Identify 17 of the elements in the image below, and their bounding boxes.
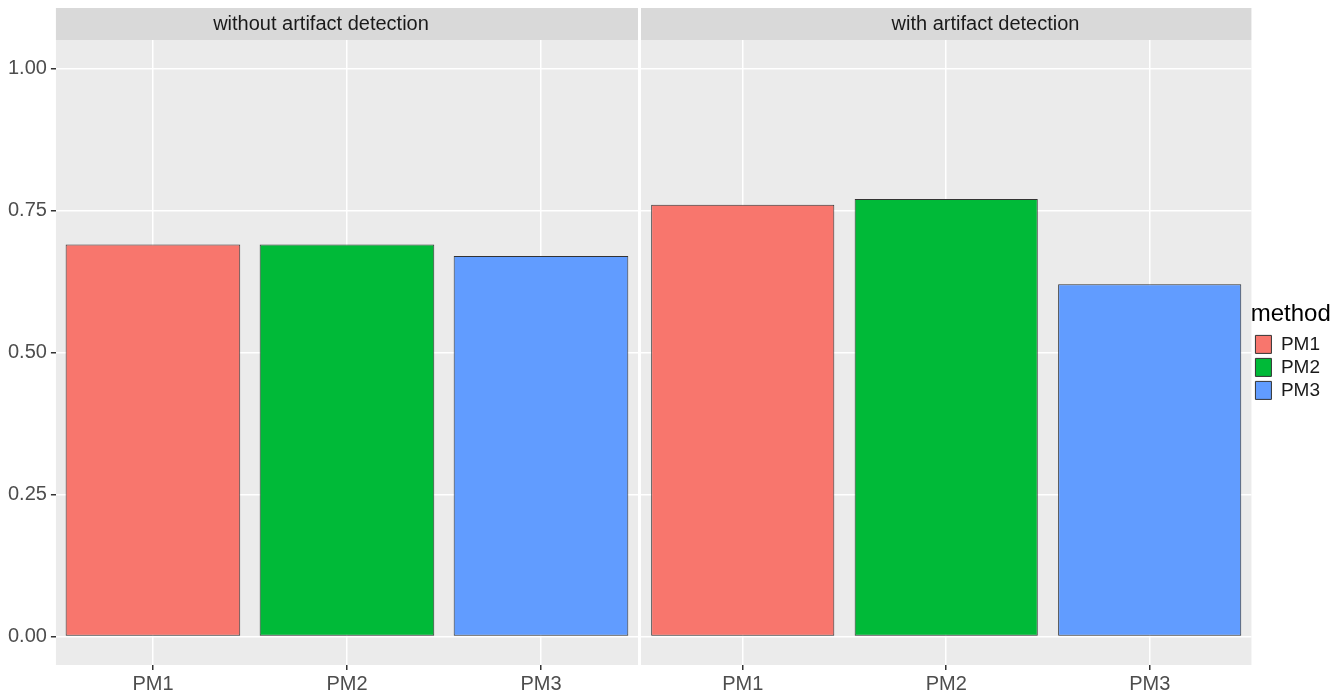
legend-label: PM2 bbox=[1280, 355, 1321, 377]
chart-title: without artifact detection bbox=[212, 11, 429, 34]
y-tick-label: 0.50 bbox=[7, 340, 47, 363]
y-tick-label: 0.75 bbox=[7, 197, 47, 220]
legend-label: PM1 bbox=[1280, 332, 1321, 354]
x-tick-label: PM2 bbox=[925, 671, 967, 694]
legend-title: method bbox=[1250, 298, 1331, 326]
legend-label: PM3 bbox=[1280, 378, 1321, 400]
x-tick-label: PM3 bbox=[520, 671, 562, 694]
x-tick-label: PM1 bbox=[722, 671, 764, 694]
chart-title: with artifact detection bbox=[890, 11, 1080, 34]
y-tick-label: 1.00 bbox=[7, 55, 47, 78]
y-tick-label: 0.00 bbox=[7, 624, 47, 647]
x-tick-label: PM3 bbox=[1129, 671, 1171, 694]
x-tick-label: PM2 bbox=[326, 671, 368, 694]
x-tick-label: PM1 bbox=[132, 671, 174, 694]
y-tick-label: 0.25 bbox=[7, 482, 47, 505]
